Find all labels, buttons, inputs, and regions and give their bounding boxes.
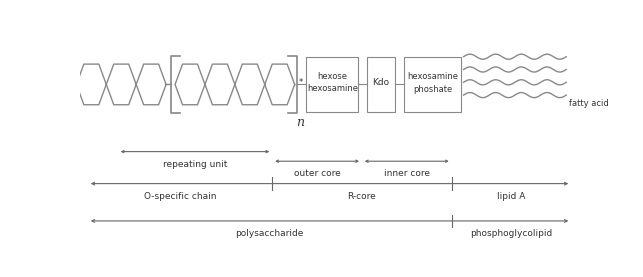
- Text: hexosamine: hexosamine: [407, 73, 458, 81]
- Text: inner core: inner core: [384, 169, 430, 178]
- Text: hexose
hexosamine: hexose hexosamine: [307, 72, 358, 93]
- Text: *: *: [299, 78, 303, 87]
- FancyBboxPatch shape: [404, 57, 461, 112]
- Text: O-specific chain: O-specific chain: [144, 192, 216, 201]
- Text: phosphoglycolipid: phosphoglycolipid: [470, 229, 552, 238]
- Text: R-core: R-core: [348, 192, 376, 201]
- Text: outer core: outer core: [294, 169, 340, 178]
- FancyBboxPatch shape: [367, 57, 395, 112]
- Text: Kdo: Kdo: [372, 78, 390, 87]
- FancyBboxPatch shape: [306, 57, 358, 112]
- Text: phoshate: phoshate: [413, 85, 452, 94]
- Text: repeating unit: repeating unit: [163, 160, 227, 169]
- Text: polysaccharide: polysaccharide: [235, 229, 304, 238]
- Text: n: n: [296, 116, 304, 129]
- Text: fatty acid: fatty acid: [569, 99, 608, 108]
- Text: lipid A: lipid A: [497, 192, 525, 201]
